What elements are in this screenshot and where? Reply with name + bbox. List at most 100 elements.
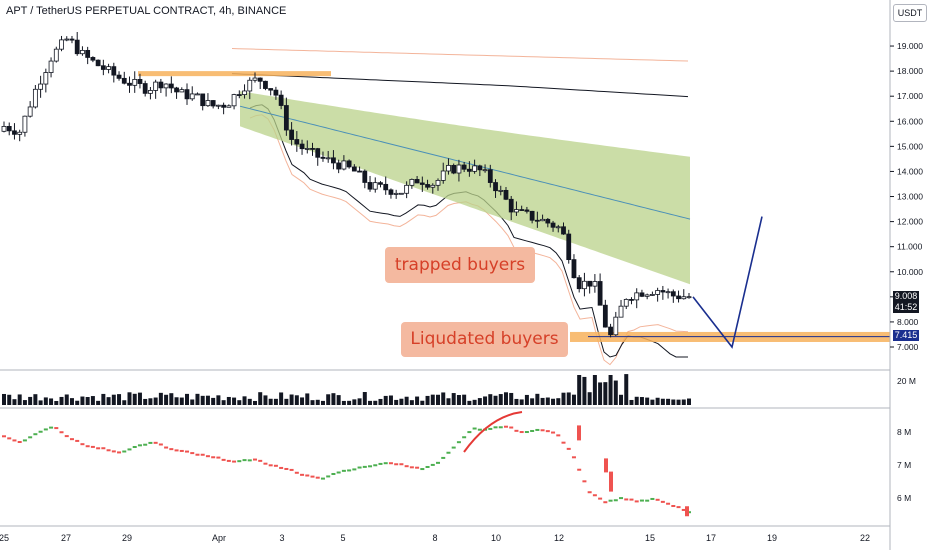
volume-bar bbox=[587, 392, 592, 405]
cvd-bar bbox=[671, 505, 676, 508]
cvd-bar bbox=[122, 450, 127, 453]
volume-bar bbox=[127, 392, 132, 405]
cvd-bar bbox=[279, 466, 284, 469]
volume-bar bbox=[556, 398, 561, 405]
cvd-bar bbox=[373, 464, 378, 467]
cvd-bar bbox=[268, 464, 273, 467]
candle-body bbox=[503, 189, 509, 200]
candle-body bbox=[205, 100, 211, 107]
cvd-bar bbox=[561, 441, 566, 444]
support-resistance-zones bbox=[138, 71, 890, 342]
cvd-bar bbox=[545, 430, 550, 433]
volume-bar bbox=[268, 398, 273, 405]
volume-bar bbox=[362, 392, 367, 405]
volume-bar bbox=[69, 398, 74, 405]
candle-body bbox=[163, 83, 169, 89]
candle-body bbox=[566, 233, 572, 261]
symbol-title: APT / TetherUS PERPETUAL CONTRACT, 4h, B… bbox=[6, 5, 287, 17]
candle-body bbox=[221, 104, 227, 108]
y-tick-label: 18.000 bbox=[897, 66, 923, 76]
volume-bar bbox=[158, 392, 163, 405]
volume-bar bbox=[59, 396, 64, 405]
cvd-bar bbox=[608, 499, 613, 502]
volume-bar bbox=[551, 398, 556, 405]
volume-bar bbox=[247, 398, 252, 405]
cvd-bar bbox=[190, 452, 195, 455]
cvd-bar bbox=[624, 498, 629, 501]
candle-body bbox=[383, 183, 389, 191]
cvd-bar bbox=[252, 458, 257, 461]
cvd-bar bbox=[441, 456, 446, 459]
candle-body bbox=[686, 296, 692, 299]
candle-body bbox=[184, 89, 190, 100]
cvd-bar bbox=[205, 455, 210, 458]
candle-body bbox=[64, 38, 70, 41]
cloud-fill bbox=[240, 91, 690, 285]
cvd-bar bbox=[357, 466, 362, 469]
volume-bar bbox=[446, 398, 451, 405]
candle-body bbox=[12, 130, 17, 135]
cvd-bar bbox=[540, 429, 545, 432]
cvd-bar bbox=[415, 466, 420, 469]
candle-body bbox=[210, 100, 216, 107]
cvd-bar bbox=[404, 465, 409, 468]
currency-button[interactable]: USDT bbox=[893, 4, 927, 22]
volume-bar bbox=[420, 400, 425, 405]
candle-body bbox=[341, 160, 347, 170]
volume-bar bbox=[279, 392, 284, 405]
volume-bar bbox=[273, 398, 278, 405]
candle-body bbox=[43, 72, 49, 85]
cvd-bar bbox=[263, 462, 268, 465]
volume-bar bbox=[174, 397, 179, 405]
cvd-bar bbox=[467, 431, 472, 434]
cvd-bar bbox=[132, 445, 137, 448]
volume-bar bbox=[195, 393, 200, 405]
cvd-bar bbox=[101, 447, 106, 450]
cloud-midline bbox=[239, 105, 691, 220]
cvd-bar bbox=[320, 477, 325, 480]
volume-bar bbox=[561, 392, 566, 405]
cvd-bar bbox=[566, 447, 571, 450]
volume-bar bbox=[2, 393, 6, 405]
volume-bar bbox=[7, 394, 12, 405]
candle-body bbox=[252, 77, 258, 81]
candle-body bbox=[472, 165, 478, 172]
cvd-bar bbox=[655, 498, 660, 501]
cvd-bar bbox=[200, 453, 205, 456]
volume-bar bbox=[676, 399, 681, 405]
candle-body bbox=[148, 90, 153, 94]
cvd-bar bbox=[530, 429, 535, 432]
volume-bar bbox=[639, 397, 644, 405]
volume-bar bbox=[153, 397, 158, 405]
volume-bar bbox=[38, 400, 43, 405]
volume-bar bbox=[624, 374, 629, 405]
volume-bar bbox=[232, 397, 237, 405]
candle-body bbox=[268, 88, 274, 91]
cvd-bar bbox=[59, 431, 64, 434]
cvd-bar bbox=[603, 501, 608, 504]
cvd-bar bbox=[305, 474, 310, 477]
volume-bar bbox=[577, 375, 582, 405]
volume-bar bbox=[629, 399, 634, 405]
cvd-bar bbox=[169, 448, 174, 451]
candle-body bbox=[602, 304, 608, 328]
y-tick-label: 7.000 bbox=[897, 342, 919, 352]
candle-body bbox=[545, 218, 551, 224]
cvd-bar bbox=[645, 499, 650, 502]
cvd-bar bbox=[237, 460, 242, 463]
cvd-bar bbox=[326, 475, 331, 478]
cvd-series bbox=[2, 411, 691, 517]
candle-body bbox=[613, 316, 619, 336]
y-tick-label: 19.000 bbox=[897, 41, 923, 51]
x-tick-label: 10 bbox=[491, 533, 501, 543]
volume-bar bbox=[603, 382, 608, 405]
x-tick-label: 12 bbox=[554, 533, 564, 543]
cvd-bar bbox=[451, 446, 456, 449]
candle-body bbox=[121, 77, 127, 84]
cvd-bar bbox=[185, 450, 190, 453]
cvd-bar bbox=[519, 431, 524, 434]
volume-bar bbox=[613, 380, 618, 405]
volume-bar bbox=[394, 399, 399, 405]
x-tick-label: 17 bbox=[706, 533, 716, 543]
